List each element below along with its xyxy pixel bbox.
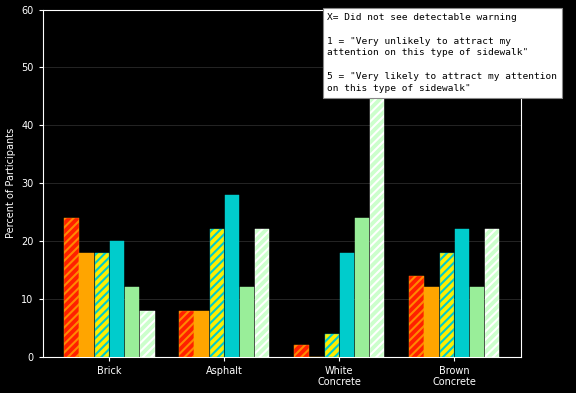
Bar bbox=[455, 230, 469, 357]
Bar bbox=[125, 287, 139, 357]
Bar bbox=[470, 287, 484, 357]
Bar bbox=[425, 287, 439, 357]
Bar bbox=[225, 195, 239, 357]
Bar bbox=[195, 310, 209, 357]
Bar bbox=[355, 218, 369, 357]
Bar bbox=[340, 253, 354, 357]
Bar bbox=[255, 230, 270, 357]
Bar bbox=[485, 230, 499, 357]
Bar bbox=[140, 310, 154, 357]
Text: X= Did not see detectable warning

1 = "Very unlikely to attract my
attention on: X= Did not see detectable warning 1 = "V… bbox=[327, 13, 558, 93]
Bar bbox=[370, 56, 385, 357]
Bar bbox=[294, 345, 309, 357]
Bar bbox=[110, 241, 124, 357]
Bar bbox=[240, 287, 255, 357]
Y-axis label: Percent of Participants: Percent of Participants bbox=[6, 128, 16, 238]
Bar bbox=[94, 253, 109, 357]
Bar bbox=[210, 230, 224, 357]
Bar bbox=[65, 218, 79, 357]
Bar bbox=[409, 276, 423, 357]
Bar bbox=[179, 310, 194, 357]
Bar bbox=[439, 253, 454, 357]
Bar bbox=[325, 334, 339, 357]
Bar bbox=[79, 253, 94, 357]
